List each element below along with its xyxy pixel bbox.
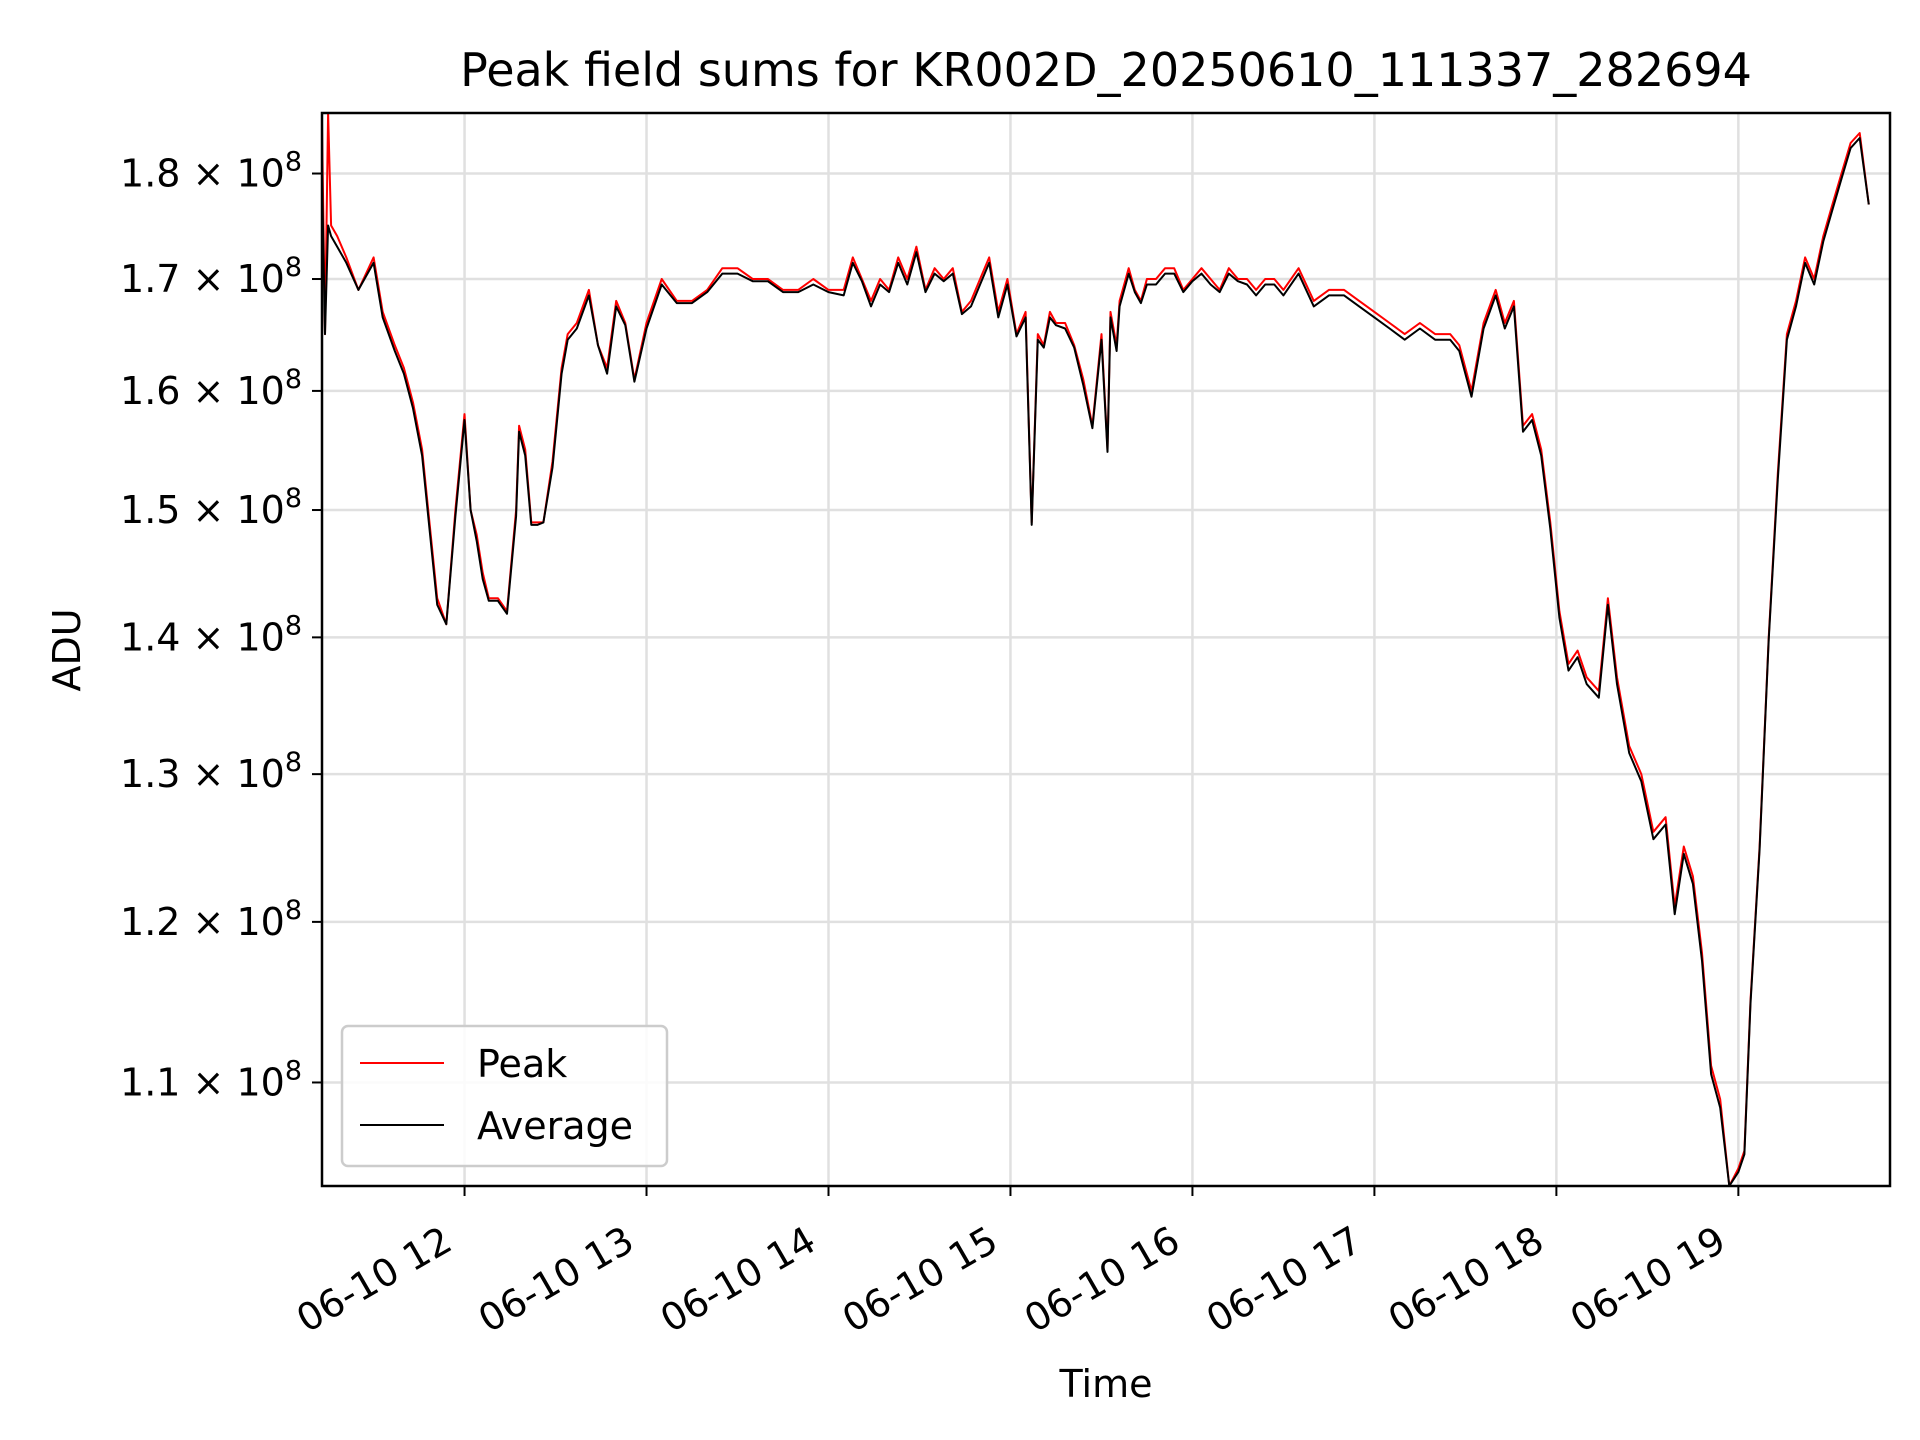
y-axis-label: ADU xyxy=(45,608,89,691)
legend-box xyxy=(340,1024,669,1168)
y-tick-exp: 8 xyxy=(285,147,302,178)
y-tick-times: × xyxy=(193,1060,237,1104)
y-tick-times: × xyxy=(193,752,237,796)
y-tick-mantissa: 1.1 xyxy=(120,1060,193,1104)
y-tick-label: 1.6 × 108 xyxy=(120,364,302,413)
plot-frame xyxy=(320,111,1892,1188)
y-tick-base: 10 xyxy=(236,752,284,796)
y-tick-base: 10 xyxy=(236,488,284,532)
y-tick-exp: 8 xyxy=(285,747,302,778)
y-tick-exp: 8 xyxy=(285,364,302,395)
grid xyxy=(322,113,1890,1186)
y-tick-mantissa: 1.5 xyxy=(120,488,193,532)
y-tick-base: 10 xyxy=(236,615,284,659)
y-tick-base: 10 xyxy=(236,152,284,196)
y-tick-times: × xyxy=(193,369,237,413)
y-tick-mantissa: 1.6 xyxy=(120,369,193,413)
y-tick-label: 1.1 × 108 xyxy=(120,1055,302,1104)
y-tick-mantissa: 1.7 xyxy=(120,257,193,301)
y-tick-exp: 8 xyxy=(285,252,302,283)
y-tick-mantissa: 1.4 xyxy=(120,615,193,659)
y-tick-mantissa: 1.8 xyxy=(120,152,193,196)
y-tick-label: 1.4 × 108 xyxy=(120,610,302,659)
y-tick-times: × xyxy=(193,615,237,659)
y-tick-times: × xyxy=(193,257,237,301)
legend-label-average: Average xyxy=(477,1104,633,1148)
y-tick-exp: 8 xyxy=(285,483,302,514)
chart-title: Peak field sums for KR002D_20250610_1113… xyxy=(460,43,1752,97)
y-tick-times: × xyxy=(193,488,237,532)
x-axis-label: Time xyxy=(1059,1362,1153,1406)
y-tick-label: 1.5 × 108 xyxy=(120,483,302,532)
y-tick-mantissa: 1.2 xyxy=(120,900,193,944)
y-tick-label: 1.2 × 108 xyxy=(120,895,302,944)
y-tick-base: 10 xyxy=(236,1060,284,1104)
y-tick-base: 10 xyxy=(236,257,284,301)
y-tick-label: 1.3 × 108 xyxy=(120,747,302,796)
y-tick-times: × xyxy=(193,900,237,944)
y-tick-label: 1.8 × 108 xyxy=(120,147,302,196)
series-line-average xyxy=(321,137,1870,1187)
y-tick-exp: 8 xyxy=(285,1055,302,1086)
plot-lines xyxy=(321,112,1870,1187)
y-tick-label: 1.7 × 108 xyxy=(120,252,302,301)
y-tick-mantissa: 1.3 xyxy=(120,752,193,796)
y-tick-base: 10 xyxy=(236,900,284,944)
y-tick-exp: 8 xyxy=(285,895,302,926)
y-tick-base: 10 xyxy=(236,369,284,413)
legend: Peak Average xyxy=(340,1024,669,1168)
y-tick-exp: 8 xyxy=(285,610,302,641)
legend-label-peak: Peak xyxy=(477,1042,567,1086)
y-tick-times: × xyxy=(193,152,237,196)
